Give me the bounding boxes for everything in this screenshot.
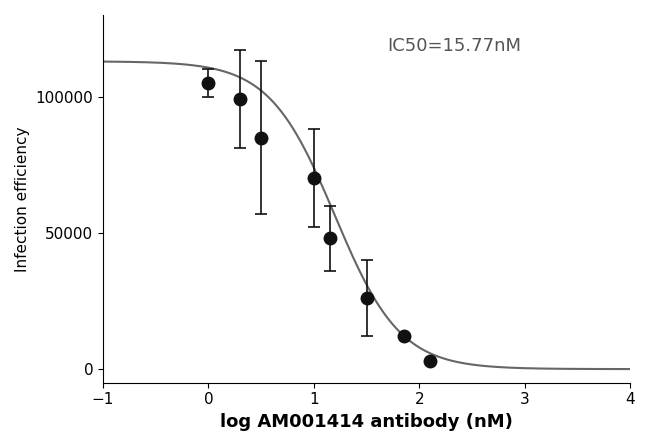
Point [361, 295, 372, 302]
X-axis label: log AM001414 antibody (nM): log AM001414 antibody (nM) [220, 413, 513, 431]
Y-axis label: Infection efficiency: Infection efficiency [15, 126, 30, 272]
Point [203, 79, 214, 87]
Point [398, 333, 409, 340]
Point [235, 96, 245, 103]
Point [309, 175, 319, 182]
Text: IC50=15.77nM: IC50=15.77nM [387, 37, 522, 55]
Point [424, 357, 435, 364]
Point [256, 134, 266, 141]
Point [324, 235, 335, 242]
